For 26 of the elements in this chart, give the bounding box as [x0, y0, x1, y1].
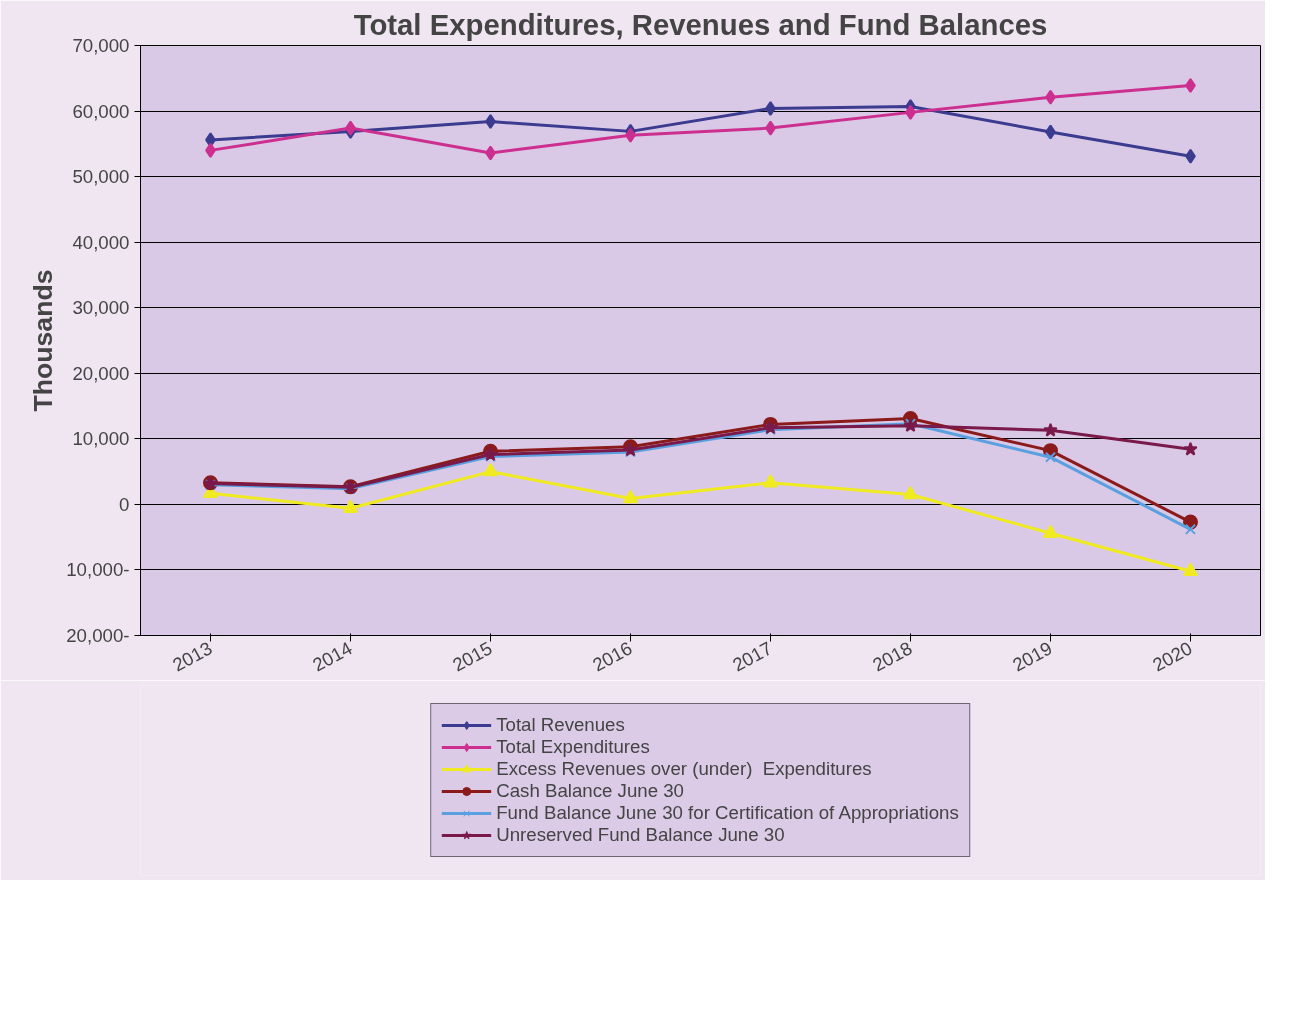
y-tick-label: 50,000 [72, 166, 130, 188]
y-tick-label: 10,000 [72, 428, 130, 450]
x-tick-label: 2015 [449, 637, 496, 676]
x-tick-label: 2013 [169, 637, 216, 676]
x-tick-label: 2017 [729, 637, 776, 676]
legend-label: Excess Revenues over (under) Expenditures [496, 758, 872, 780]
x-tick-label: 2020 [1149, 637, 1196, 676]
x-tick-label: 2016 [589, 637, 636, 676]
legend-label: Cash Balance June 30 [496, 780, 684, 802]
y-tick-label: 70,000 [72, 35, 130, 56]
y-tick-label: 20,000 [72, 362, 130, 384]
legend-label: Fund Balance June 30 for Certification of Appropriations [496, 802, 959, 824]
y-tick-label: 20,000- [66, 625, 130, 646]
legend-label: Total Expenditures [496, 736, 650, 758]
x-tick-label: 2014 [309, 637, 356, 676]
x-tick-label: 2018 [869, 637, 916, 676]
chart-title: Total Expenditures, Revenues and Fund Balances [353, 7, 1048, 41]
legend-label: Total Revenues [496, 714, 625, 736]
y-tick-label: 10,000- [66, 559, 130, 581]
legend-label: Unreserved Fund Balance June 30 [496, 824, 785, 846]
y-tick-label: 60,000 [72, 100, 130, 122]
y-axis-title: Thousands [28, 269, 59, 412]
x-tick-label: 2019 [1009, 637, 1056, 676]
y-tick-label: 30,000 [72, 297, 130, 319]
y-tick-label: 0 [119, 493, 130, 515]
y-tick-label: 40,000 [72, 231, 130, 253]
